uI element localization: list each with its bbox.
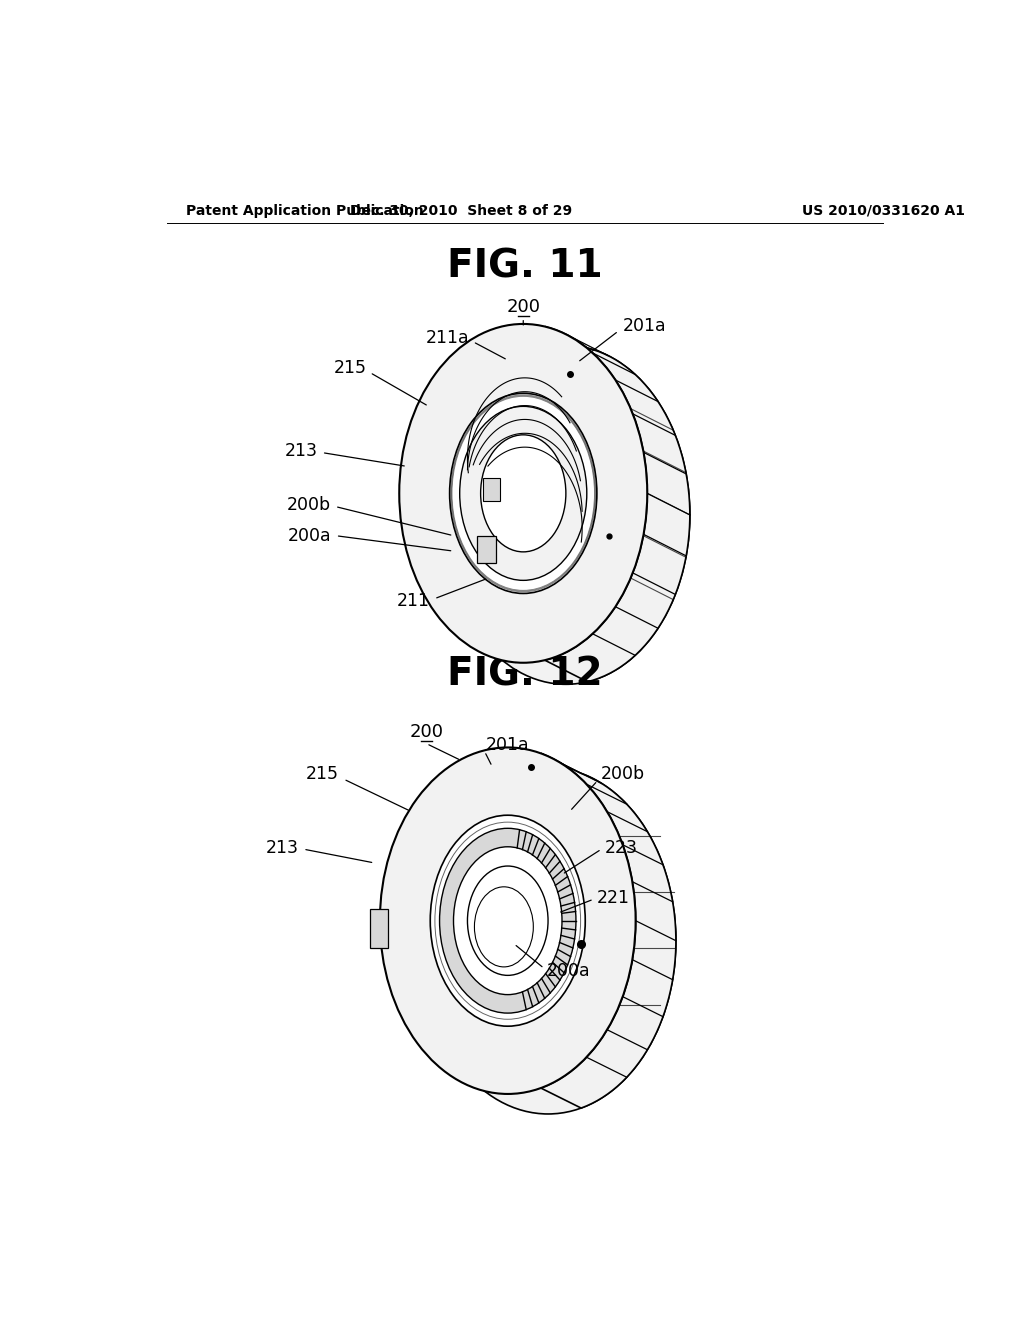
Polygon shape bbox=[477, 536, 496, 562]
Ellipse shape bbox=[430, 816, 586, 1026]
Text: 215: 215 bbox=[334, 359, 367, 376]
Ellipse shape bbox=[454, 847, 562, 995]
Text: Dec. 30, 2010  Sheet 8 of 29: Dec. 30, 2010 Sheet 8 of 29 bbox=[350, 203, 572, 218]
Text: 200a: 200a bbox=[547, 962, 590, 979]
Polygon shape bbox=[370, 909, 388, 948]
Text: 213: 213 bbox=[265, 838, 299, 857]
Text: 201a: 201a bbox=[623, 317, 666, 335]
Text: 221: 221 bbox=[597, 888, 630, 907]
Text: 200: 200 bbox=[410, 723, 443, 741]
Ellipse shape bbox=[460, 407, 587, 581]
Text: 211: 211 bbox=[397, 593, 430, 610]
Ellipse shape bbox=[442, 346, 690, 684]
Polygon shape bbox=[483, 478, 500, 502]
Text: Patent Application Publication: Patent Application Publication bbox=[186, 203, 424, 218]
Text: 213: 213 bbox=[285, 442, 317, 459]
Text: FIG. 12: FIG. 12 bbox=[447, 655, 602, 693]
Text: FIG. 11: FIG. 11 bbox=[447, 248, 602, 285]
Text: 200a: 200a bbox=[288, 527, 331, 545]
Ellipse shape bbox=[420, 767, 676, 1114]
Polygon shape bbox=[545, 326, 690, 681]
Ellipse shape bbox=[439, 829, 575, 1014]
Ellipse shape bbox=[450, 393, 597, 594]
Text: 223: 223 bbox=[604, 838, 638, 857]
Text: US 2010/0331620 A1: US 2010/0331620 A1 bbox=[802, 203, 966, 218]
Ellipse shape bbox=[467, 866, 548, 975]
Text: 200: 200 bbox=[506, 298, 541, 315]
Text: 211a: 211a bbox=[425, 329, 469, 347]
Ellipse shape bbox=[480, 434, 566, 552]
Text: 200b: 200b bbox=[601, 766, 645, 783]
Ellipse shape bbox=[380, 747, 636, 1094]
Text: 200b: 200b bbox=[287, 496, 331, 513]
Text: 215: 215 bbox=[306, 766, 339, 783]
Ellipse shape bbox=[399, 323, 647, 663]
Text: 201a: 201a bbox=[486, 737, 529, 754]
Polygon shape bbox=[541, 754, 676, 1107]
